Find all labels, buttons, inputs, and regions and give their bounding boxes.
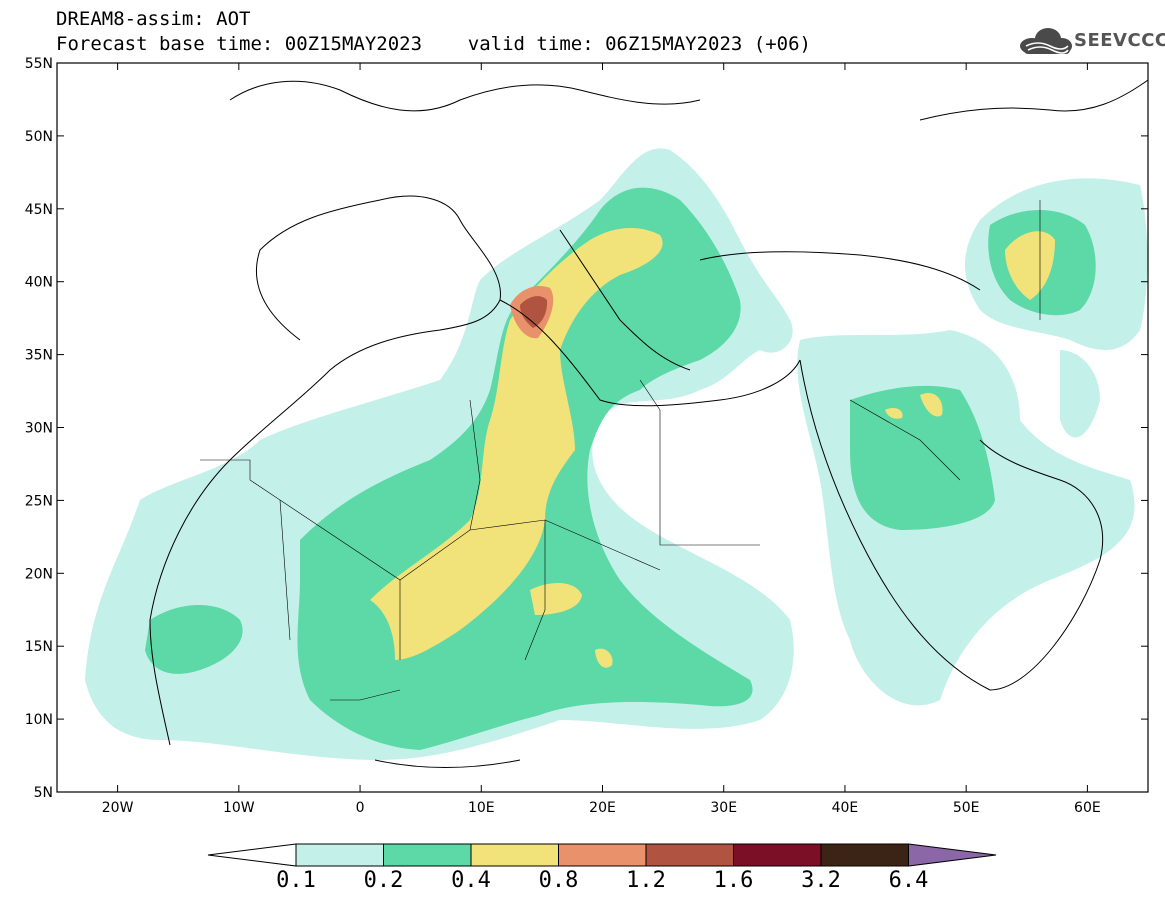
x-tick-label: 60E [1074,800,1101,816]
colorbar-under-arrow [207,843,297,867]
logo-text: SEEVCCC [1074,30,1165,51]
y-tick-label: 45N [25,202,53,218]
x-tick-label: 30E [710,800,737,816]
colorbar-label: 1.6 [713,868,754,893]
y-tick-label: 15N [25,639,53,655]
colorbar-label: 0.8 [538,868,579,893]
x-tick-label: 10W [223,800,255,816]
y-tick-label: 10N [25,712,53,728]
colorbar-label: 6.4 [888,868,929,893]
colorbar-cell [645,843,734,867]
coastlines [149,79,1148,768]
country-borders [200,200,1041,701]
colorbar-cell [558,843,647,867]
aot-field-0.4 [370,228,1055,668]
x-tick-label: 20W [102,800,134,816]
colorbar-label: 3.2 [801,868,841,893]
x-tick-label: 40E [832,800,859,816]
y-axis: 55N 50N 45N 40N 35N 30N 25N 20N 15N 10N 5N [25,56,1148,801]
x-tick-label: 20E [589,800,616,816]
colorbar-label: 0.1 [276,868,316,893]
y-tick-label: 40N [25,275,53,291]
colorbar-over-arrow [908,843,997,867]
y-tick-label: 55N [25,56,53,72]
x-tick-label: 10E [468,800,495,816]
colorbar-cell [383,843,472,867]
x-axis: 20W 10W 0 10E 20E 30E 40E 50E 60E [102,63,1101,816]
y-tick-label: 20N [25,566,53,582]
colorbar-cell [733,843,822,867]
x-tick-label: 50E [953,800,980,816]
map-title: DREAM8-assim: AOT [56,8,251,30]
forecast-time-subtitle: Forecast base time: 00Z15MAY2023 valid t… [56,33,811,55]
y-tick-label: 30N [25,421,53,437]
colorbar-label: 0.4 [451,868,491,893]
colorbar-cell [295,843,384,867]
cloud-icon [1020,28,1072,54]
y-tick-label: 5N [34,785,53,801]
x-tick-label: 0 [356,800,365,816]
y-tick-label: 35N [25,348,53,364]
aot-field-0.8 [510,285,554,339]
y-tick-label: 50N [25,129,53,145]
y-tick-label: 25N [25,493,53,509]
colorbar-label: 0.2 [363,868,404,893]
colorbar-label: 1.2 [626,868,666,893]
colorbar-cell [470,843,559,867]
colorbar-cell [820,843,909,867]
